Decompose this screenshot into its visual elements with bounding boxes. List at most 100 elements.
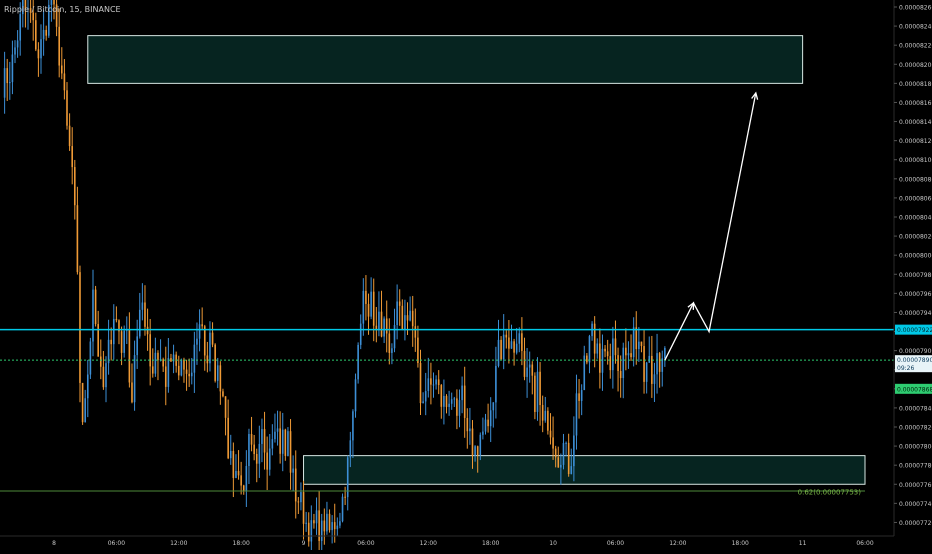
candle-body (255, 453, 258, 464)
candle-body (528, 364, 531, 368)
candle-body (536, 371, 539, 412)
x-tick-label: 10 (549, 540, 557, 547)
candle-body (326, 513, 328, 532)
candle-body (29, 8, 32, 13)
candle-body (344, 496, 346, 498)
candle-body (453, 398, 456, 400)
candle-body (323, 520, 326, 532)
candle-body (105, 363, 107, 388)
candle-body (307, 522, 310, 542)
candle-body (235, 470, 237, 478)
candle-body (370, 291, 372, 317)
candle-body (227, 417, 229, 459)
candle-body (333, 522, 336, 530)
y-tick-label: 0.00008220 (899, 43, 932, 50)
candle-body (250, 434, 253, 445)
candle-body (651, 355, 653, 384)
candle-body (167, 358, 170, 387)
candle-body (37, 49, 40, 59)
candle-body (388, 333, 391, 353)
candle-body (570, 466, 573, 475)
candle-body (136, 336, 138, 356)
x-tick-label: 12:00 (420, 540, 437, 547)
candle-body (510, 341, 513, 349)
candle-body (245, 466, 248, 492)
candle-body (141, 302, 144, 310)
candle-body (66, 90, 68, 126)
candle-body (640, 341, 643, 347)
y-tick-label: 0.00007760 (899, 482, 932, 489)
resistance-price-badge: 0.00007922 (897, 327, 932, 334)
y-tick-label: 0.00008020 (899, 234, 932, 241)
candle-body (9, 82, 11, 84)
candles-layer (3, 0, 666, 554)
candle-body (461, 385, 463, 401)
candle-body (437, 379, 440, 386)
candle-body (606, 351, 609, 357)
candle-body (190, 372, 193, 377)
y-tick-label: 0.00008140 (899, 119, 932, 126)
x-tick-label: 12:00 (669, 540, 686, 547)
candle-body (73, 167, 76, 206)
projection-arrowhead-end (751, 91, 759, 100)
candle-body (24, 0, 27, 9)
candle-body (40, 39, 42, 59)
candle-body (219, 365, 222, 392)
candle-body (50, 0, 53, 5)
candle-body (583, 355, 586, 391)
candle-body (253, 444, 255, 454)
candle-body (14, 47, 16, 55)
candle-body (466, 417, 469, 432)
candle-body (357, 344, 359, 380)
candle-body (531, 364, 534, 376)
candle-body (653, 374, 656, 384)
candle-body (469, 428, 471, 432)
candle-body (393, 325, 396, 349)
candle-body (310, 520, 313, 542)
candle-body (180, 359, 183, 376)
price-badge: 0.00007868 (897, 386, 932, 393)
candle-body (385, 318, 388, 334)
y-tick-label: 0.00007980 (899, 272, 932, 279)
projection-path (664, 92, 757, 361)
x-tick-label: 12:00 (170, 540, 187, 547)
candle-body (458, 400, 461, 416)
candle-body (118, 320, 120, 332)
candle-body (505, 334, 508, 338)
x-tick-label: 18:00 (482, 540, 499, 547)
candle-body (396, 301, 398, 326)
candle-body (229, 450, 232, 459)
candle-body (479, 434, 482, 456)
candle-body (276, 428, 279, 432)
candle-body (71, 146, 74, 168)
y-tick-label: 0.00007740 (899, 501, 932, 508)
candle-body (450, 399, 453, 404)
candle-body (627, 353, 630, 356)
candle-body (320, 520, 323, 541)
candle-body (172, 354, 175, 362)
supply-zone (87, 35, 804, 84)
candle-body (266, 452, 268, 470)
candle-body (149, 334, 151, 367)
candle-body (518, 333, 521, 344)
candle-body (565, 442, 567, 444)
candle-body (42, 29, 45, 40)
candle-body (365, 290, 367, 304)
candle-body (55, 4, 58, 27)
candle-body (27, 8, 29, 10)
candle-body (354, 379, 357, 412)
candle-body (443, 395, 445, 407)
y-tick-label: 0.00008060 (899, 195, 932, 202)
candle-body (617, 355, 619, 372)
y-tick-label: 0.00008180 (899, 81, 932, 88)
candle-body (86, 374, 89, 399)
candle-body (232, 450, 235, 478)
candle-body (22, 0, 24, 15)
candle-body (248, 434, 250, 467)
candle-body (214, 344, 216, 381)
candle-body (398, 301, 401, 306)
candle-body (445, 395, 448, 407)
candle-body (508, 337, 510, 349)
